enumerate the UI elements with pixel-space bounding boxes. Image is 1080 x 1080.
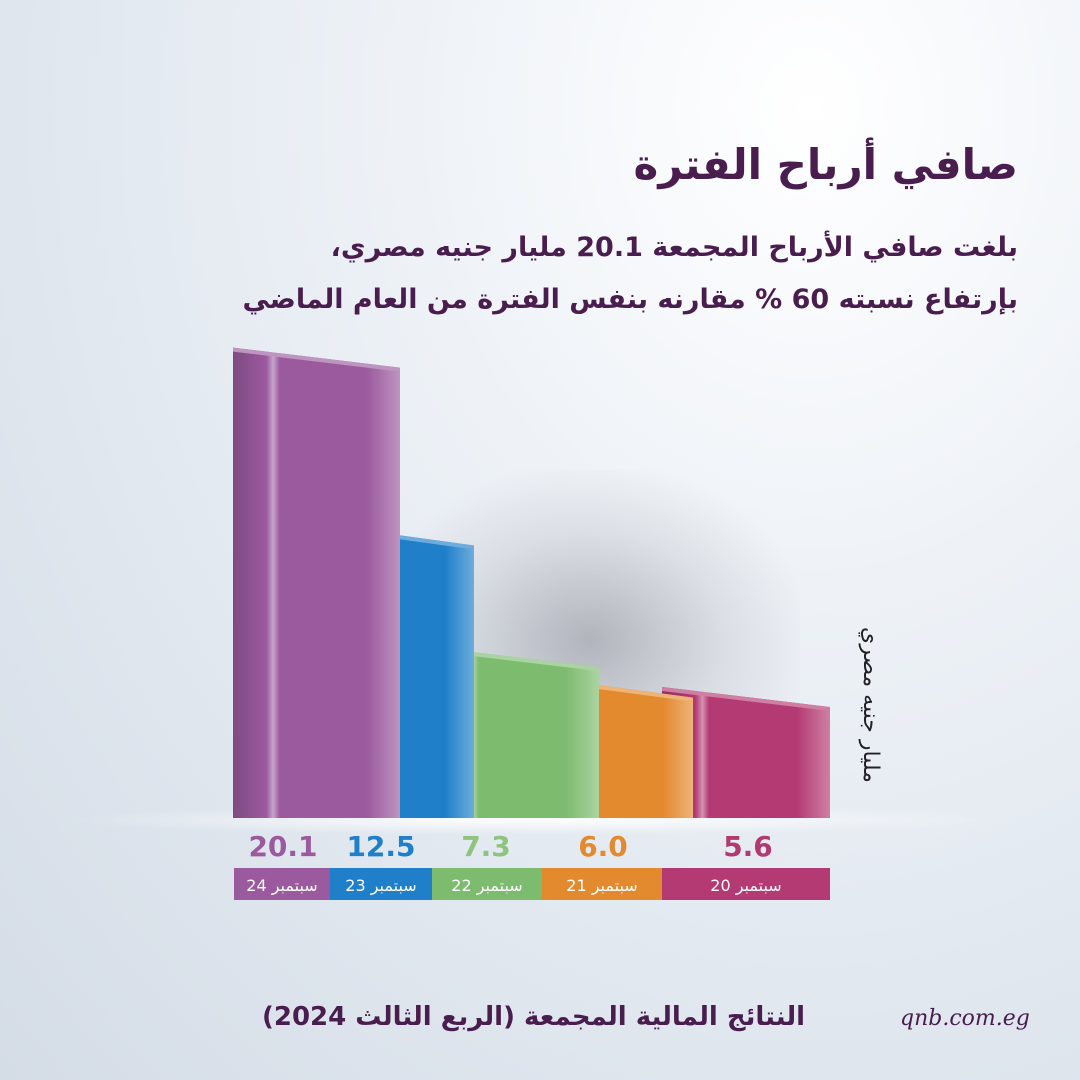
value-label-4: 6.0 xyxy=(578,830,628,863)
subtitle-line-2: بإرتفاع نسبته 60 % مقارنه بنفس الفترة من… xyxy=(242,284,1018,315)
footer-title: النتائج المالية المجمعة (الربع الثالث 20… xyxy=(261,1002,805,1032)
category-box-2 xyxy=(330,868,432,900)
value-label-3: 7.3 xyxy=(461,830,511,863)
value-label-1: 20.1 xyxy=(248,830,317,863)
bar-1 xyxy=(233,347,400,818)
category-label-1: سبتمبر 24 xyxy=(246,876,317,896)
value-label-2: 12.5 xyxy=(346,830,415,863)
category-box-1 xyxy=(234,868,330,900)
bar-body xyxy=(233,347,400,818)
page-title: صافي أرباح الفترة xyxy=(633,140,1018,189)
category-labels-layer: سبتمبر 24 سبتمبر 23 سبتمبر 22 سبتمبر 21 سبتم… xyxy=(234,868,830,900)
category-label-5: سبتمبر 20 xyxy=(710,876,781,896)
bar-top-highlight xyxy=(233,347,400,372)
category-box-3 xyxy=(432,868,542,900)
category-box-4 xyxy=(542,868,662,900)
bars-layer xyxy=(233,347,830,818)
subtitle-line-1: بلغت صافي الأرباح المجمعة 20.1 مليار جني… xyxy=(330,232,1018,263)
value-label-5: 5.6 xyxy=(723,830,773,863)
bar-top-highlight xyxy=(662,686,830,711)
category-label-3: سبتمبر 22 xyxy=(451,876,522,896)
y-axis-unit-label: مليار جنيه مصري xyxy=(858,627,883,783)
footer-url: qnb.com.eg xyxy=(900,1006,1030,1031)
value-labels-layer: 20.1 12.5 7.3 6.0 5.6 xyxy=(248,830,772,863)
category-box-5 xyxy=(662,868,830,900)
category-label-2: سبتمبر 23 xyxy=(345,876,416,896)
bar-5 xyxy=(662,686,830,818)
category-label-4: سبتمبر 21 xyxy=(566,876,637,896)
bar-body xyxy=(662,686,830,818)
page-subtitle: بلغت صافي الأرباح المجمعة 20.1 مليار جني… xyxy=(158,222,1018,326)
